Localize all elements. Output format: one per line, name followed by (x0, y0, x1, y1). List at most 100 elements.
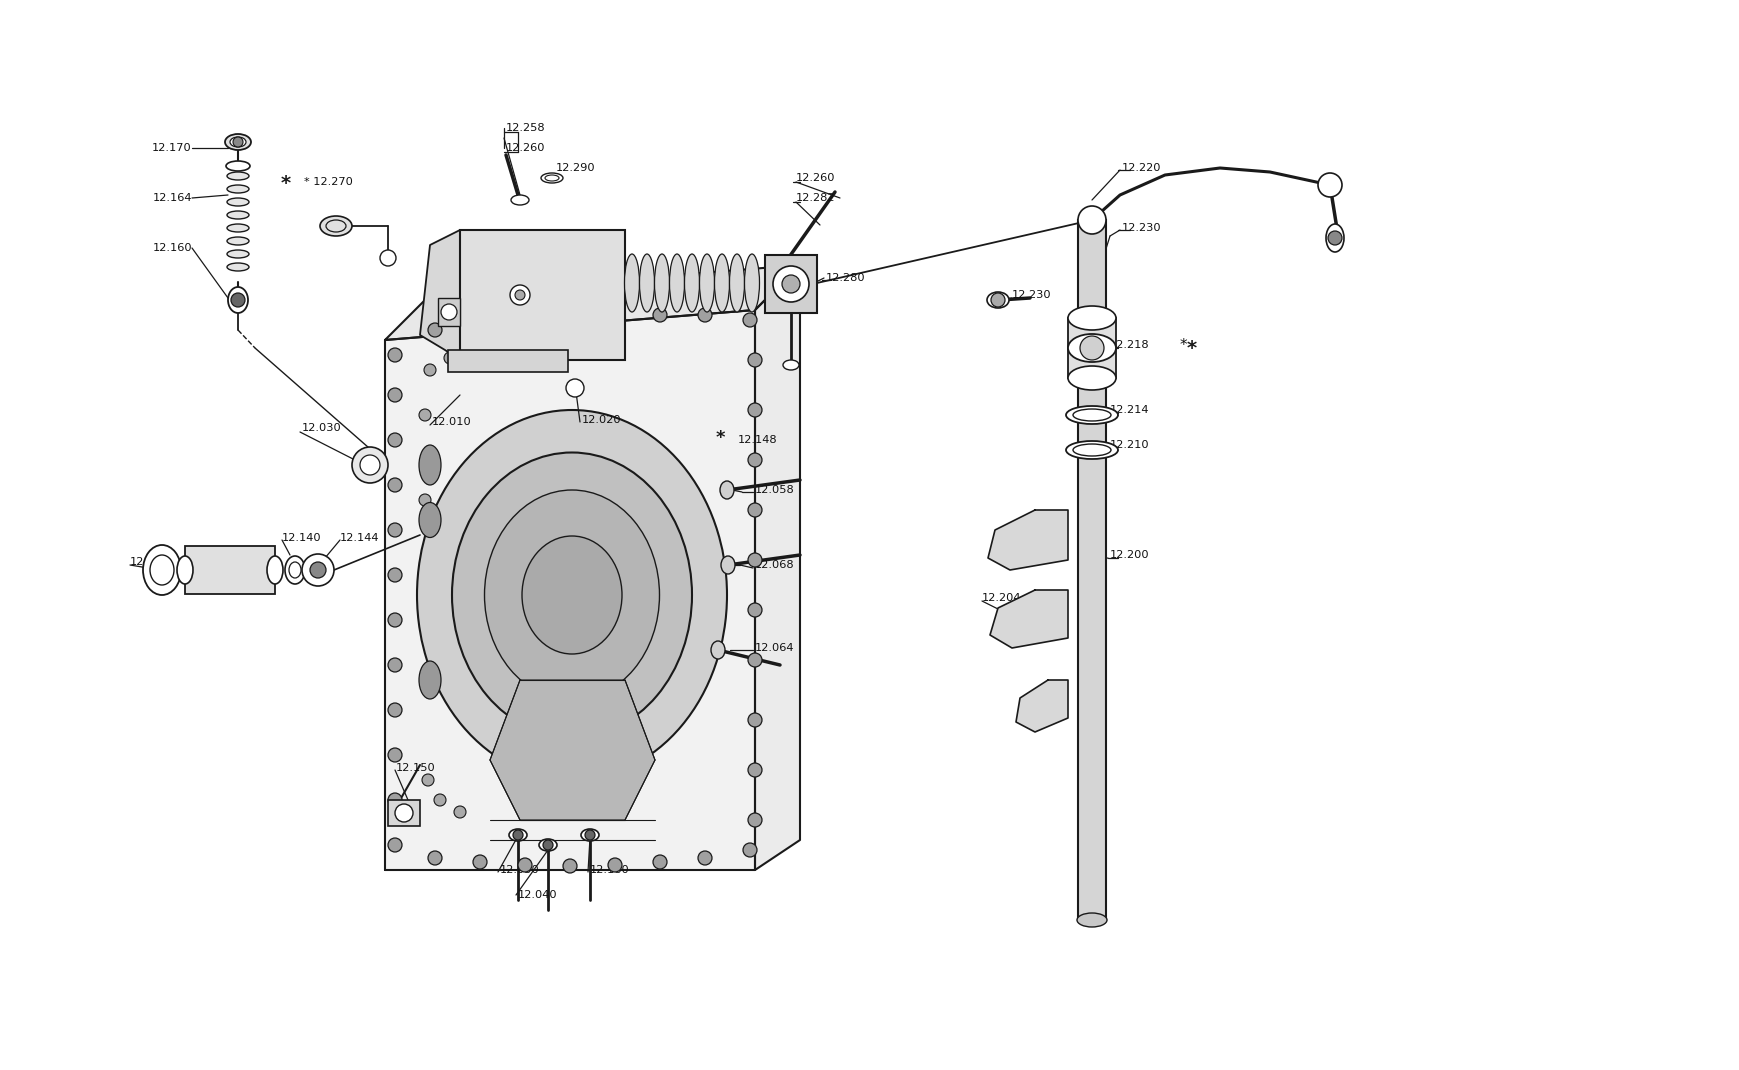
Bar (438, 299, 459, 326)
Ellipse shape (683, 254, 699, 312)
Text: 12.282: 12.282 (795, 193, 835, 203)
Circle shape (697, 308, 711, 322)
Circle shape (1316, 173, 1341, 197)
Circle shape (607, 858, 621, 872)
Ellipse shape (729, 254, 744, 312)
Ellipse shape (417, 410, 727, 780)
Circle shape (652, 308, 666, 322)
Circle shape (743, 314, 756, 327)
Circle shape (518, 858, 532, 872)
Ellipse shape (539, 839, 556, 851)
Polygon shape (988, 510, 1068, 570)
Ellipse shape (226, 185, 249, 193)
Circle shape (584, 830, 595, 840)
Text: 12.250: 12.250 (579, 270, 619, 280)
Ellipse shape (226, 236, 249, 245)
Ellipse shape (640, 254, 654, 312)
Ellipse shape (654, 254, 670, 312)
Circle shape (395, 804, 412, 822)
Circle shape (443, 352, 456, 364)
Text: *: * (1179, 337, 1188, 352)
Ellipse shape (511, 195, 529, 205)
Text: 12.200: 12.200 (1109, 550, 1149, 560)
Ellipse shape (419, 445, 440, 485)
Text: 12.204: 12.204 (981, 593, 1021, 603)
Ellipse shape (1076, 913, 1106, 927)
Text: 12.180: 12.180 (590, 865, 630, 875)
Text: 12.258: 12.258 (506, 123, 546, 133)
Ellipse shape (224, 134, 250, 150)
Circle shape (428, 323, 442, 337)
Polygon shape (384, 310, 755, 870)
Ellipse shape (483, 490, 659, 700)
Ellipse shape (581, 829, 598, 841)
Ellipse shape (1068, 306, 1115, 330)
Circle shape (748, 603, 762, 617)
Ellipse shape (452, 453, 692, 737)
Text: 12.240: 12.240 (560, 295, 600, 305)
Circle shape (388, 748, 402, 762)
Circle shape (991, 293, 1005, 307)
Ellipse shape (419, 661, 440, 699)
Text: 12.148: 12.148 (737, 435, 777, 445)
Text: 12.150: 12.150 (396, 763, 435, 773)
Ellipse shape (670, 254, 683, 312)
Circle shape (424, 454, 436, 467)
Circle shape (424, 364, 436, 376)
Text: * 12.270: * 12.270 (304, 177, 353, 187)
Ellipse shape (744, 254, 758, 312)
Circle shape (423, 774, 433, 786)
Circle shape (440, 304, 457, 320)
Ellipse shape (419, 503, 440, 537)
Circle shape (388, 703, 402, 717)
Circle shape (563, 859, 577, 873)
Text: 12.064: 12.064 (755, 643, 795, 653)
Circle shape (607, 308, 621, 322)
Circle shape (513, 830, 523, 840)
Circle shape (518, 314, 532, 327)
Circle shape (565, 379, 584, 397)
Circle shape (388, 838, 402, 852)
Ellipse shape (226, 263, 249, 271)
Text: *: * (1186, 338, 1196, 357)
Text: 12.214: 12.214 (1109, 406, 1149, 415)
Circle shape (351, 447, 388, 483)
Polygon shape (755, 265, 800, 870)
Circle shape (388, 613, 402, 627)
Ellipse shape (1068, 366, 1115, 389)
Polygon shape (989, 590, 1068, 648)
Text: 12.230: 12.230 (1012, 290, 1050, 300)
Circle shape (515, 290, 525, 300)
Ellipse shape (711, 641, 725, 659)
Ellipse shape (266, 556, 283, 584)
Text: 12.260: 12.260 (506, 143, 546, 153)
Text: 12.130: 12.130 (130, 557, 170, 567)
Circle shape (231, 293, 245, 307)
Text: 12.040: 12.040 (518, 890, 556, 900)
Text: *: * (715, 429, 725, 447)
Circle shape (748, 713, 762, 727)
Bar (388, 800, 419, 826)
Ellipse shape (522, 536, 621, 654)
Circle shape (473, 855, 487, 869)
Text: *: * (280, 173, 290, 193)
Text: 12.210: 12.210 (1109, 440, 1149, 450)
Ellipse shape (228, 287, 249, 314)
Circle shape (563, 308, 577, 322)
Text: 12.260: 12.260 (795, 173, 835, 183)
Ellipse shape (720, 556, 734, 574)
Text: 12.020: 12.020 (581, 415, 621, 425)
Text: 12.164: 12.164 (153, 193, 191, 203)
Circle shape (748, 353, 762, 367)
Bar (1078, 220, 1106, 920)
Circle shape (748, 553, 762, 567)
Ellipse shape (226, 250, 249, 258)
Circle shape (1080, 336, 1103, 360)
Polygon shape (1016, 681, 1068, 732)
Circle shape (697, 851, 711, 865)
Circle shape (379, 250, 396, 266)
Circle shape (652, 855, 666, 869)
Text: 12.160: 12.160 (153, 243, 191, 253)
Circle shape (388, 478, 402, 492)
Circle shape (388, 568, 402, 582)
